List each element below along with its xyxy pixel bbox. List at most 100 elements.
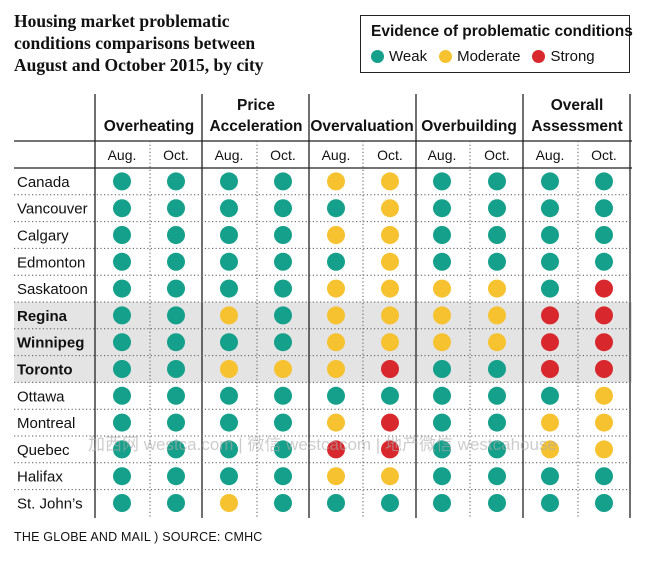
title-line-1: Housing market problematic (14, 11, 230, 31)
city-label: Calgary (17, 228, 69, 245)
subcolumn-header: Oct. (163, 147, 189, 163)
condition-dot (274, 494, 292, 512)
subcolumn-header: Oct. (270, 147, 296, 163)
condition-dot (220, 494, 238, 512)
city-label: Winnipeg (17, 335, 84, 352)
condition-dot (541, 333, 559, 352)
condition-dot (433, 252, 451, 271)
condition-dot (595, 467, 613, 486)
condition-dot (433, 413, 451, 432)
condition-dot (220, 440, 238, 459)
city-label: Quebec (17, 442, 70, 459)
condition-dot (327, 494, 345, 512)
condition-dot (541, 360, 559, 378)
condition-dot (381, 333, 399, 352)
city-label: Regina (17, 308, 68, 325)
condition-dot (327, 199, 345, 218)
condition-dot (433, 333, 451, 352)
condition-dot (167, 333, 185, 352)
condition-dot (274, 279, 292, 298)
city-label: Vancouver (17, 201, 88, 218)
legend-item-moderate: Moderate (439, 48, 520, 65)
city-label: Saskatoon (17, 281, 88, 298)
legend-box: Evidence of problematic conditions Weak … (360, 15, 633, 73)
condition-dot (381, 306, 399, 325)
condition-dot (595, 172, 613, 191)
city-label: Toronto (17, 362, 73, 379)
condition-dot (220, 172, 238, 191)
condition-dot (167, 360, 185, 378)
condition-dot (595, 226, 613, 244)
condition-dot (113, 199, 131, 218)
city-label: Halifax (17, 469, 63, 486)
condition-dot (220, 467, 238, 486)
legend-label-strong: Strong (550, 48, 595, 65)
condition-dot (488, 413, 506, 432)
legend-item-strong: Strong (532, 48, 595, 65)
condition-dot (113, 386, 131, 405)
condition-dot (274, 199, 292, 218)
condition-dot (381, 279, 399, 298)
condition-dot (327, 333, 345, 352)
condition-dot (220, 386, 238, 405)
condition-dot (595, 360, 613, 378)
legend-label-weak: Weak (389, 48, 428, 65)
legend-item-weak: Weak (371, 48, 427, 65)
condition-dot (541, 172, 559, 191)
condition-dot (595, 199, 613, 218)
condition-dot (113, 333, 131, 352)
condition-dot (381, 226, 399, 244)
condition-dot (541, 279, 559, 298)
legend-dot-moderate (439, 50, 453, 63)
condition-dot (167, 440, 185, 459)
condition-dot (433, 386, 451, 405)
city-label: Ottawa (17, 388, 65, 405)
condition-dot (541, 413, 559, 432)
condition-dot (113, 226, 131, 244)
condition-dot (113, 306, 131, 325)
condition-dot (220, 252, 238, 271)
condition-dot (327, 306, 345, 325)
title-line-2: conditions comparisons between (14, 33, 256, 53)
legend-items: Weak Moderate Strong (371, 48, 595, 65)
city-label: St. John’s (17, 496, 83, 513)
condition-dot (433, 494, 451, 512)
condition-dot (541, 306, 559, 325)
condition-dot (113, 494, 131, 512)
condition-dot (167, 279, 185, 298)
condition-dot (433, 360, 451, 378)
condition-dot (327, 360, 345, 378)
condition-dot (220, 306, 238, 325)
condition-dot (274, 360, 292, 378)
condition-dot (167, 386, 185, 405)
condition-dot (541, 386, 559, 405)
condition-dot (167, 306, 185, 325)
subcolumn-header: Aug. (536, 147, 565, 163)
condition-dot (488, 494, 506, 512)
subcolumn-header: Aug. (428, 147, 457, 163)
condition-dot (113, 279, 131, 298)
condition-dot (381, 413, 399, 432)
condition-dot (327, 386, 345, 405)
condition-dot (541, 467, 559, 486)
condition-dot (433, 440, 451, 459)
condition-dot (274, 252, 292, 271)
group-header: Overvaluation (310, 118, 413, 135)
condition-dot (381, 252, 399, 271)
condition-dot (167, 467, 185, 486)
condition-dot (488, 467, 506, 486)
condition-dot (488, 440, 506, 459)
condition-dot (541, 494, 559, 512)
condition-dot (595, 279, 613, 298)
condition-dot (274, 386, 292, 405)
condition-dot (488, 333, 506, 352)
group-header: Acceleration (209, 118, 302, 135)
condition-dot (167, 494, 185, 512)
condition-dot (433, 306, 451, 325)
condition-dot (541, 226, 559, 244)
condition-dot (541, 199, 559, 218)
group-header: Overheating (104, 118, 194, 135)
condition-dot (113, 252, 131, 271)
condition-dot (381, 494, 399, 512)
